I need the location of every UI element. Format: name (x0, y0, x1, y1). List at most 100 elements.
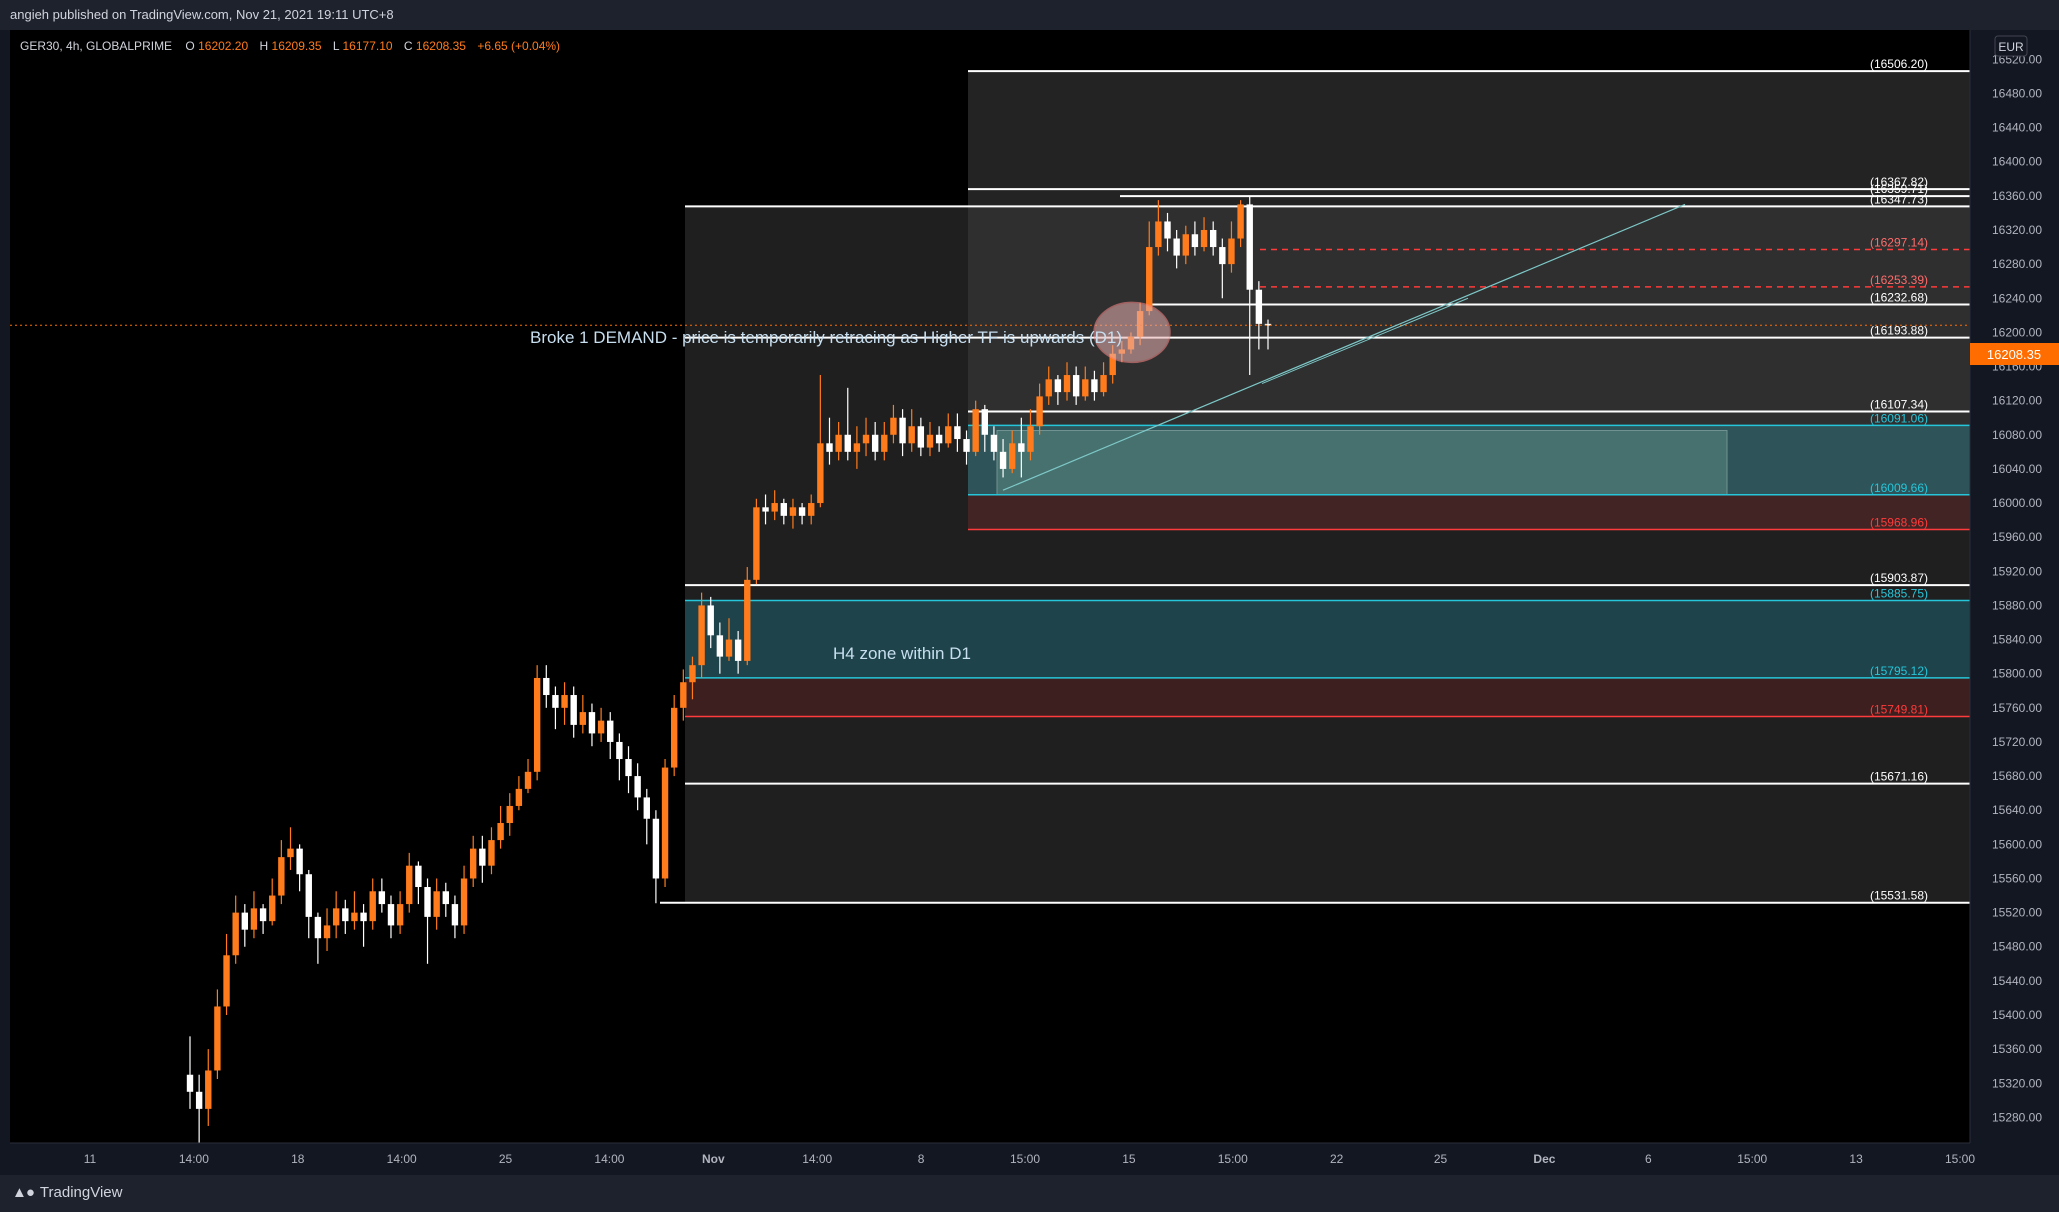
candle-body (826, 443, 833, 452)
candle-body (862, 434, 870, 444)
currency-label: EUR (1998, 40, 2024, 54)
candle-body (250, 908, 258, 930)
candle-body (753, 507, 760, 580)
y-tick-label: 15360.00 (1992, 1042, 2042, 1056)
annotation-broke-demand: Broke 1 DEMAND - price is temporarily re… (530, 328, 1122, 347)
break-marker-ellipse (1093, 301, 1171, 364)
levels: (16506.20) (16367.82)(16359.71)(16347.73)… (660, 57, 1970, 904)
candle-body (570, 695, 577, 725)
y-tick-label: 15880.00 (1992, 598, 2042, 612)
x-tick-label: 14:00 (387, 1152, 417, 1166)
candle-body (1164, 221, 1171, 239)
candle-body (725, 639, 733, 657)
candle-body (1109, 353, 1116, 376)
candle-body (707, 605, 714, 636)
y-tick-label: 16480.00 (1992, 86, 2042, 100)
price-chart[interactable]: (16506.20) (16367.82)(16359.71)(16347.73)… (0, 30, 2059, 1175)
candle-body (954, 426, 961, 440)
x-tick-label: 14:00 (594, 1152, 624, 1166)
candle-body (744, 579, 751, 661)
candle-body (853, 443, 861, 452)
y-tick-label: 16240.00 (1992, 291, 2042, 305)
level-label: (16367.82) (1870, 175, 1928, 189)
trend-line-upper (1261, 297, 1469, 385)
publisher-bar: angieh published on TradingView.com, Nov… (0, 0, 2059, 30)
candle-body (488, 840, 495, 866)
level-label: (15968.96) (1870, 516, 1928, 530)
candle-body (424, 887, 431, 917)
publisher-text: angieh published on TradingView.com, Nov… (10, 7, 394, 22)
y-tick-label: 16040.00 (1992, 462, 2042, 476)
y-tick-label: 16080.00 (1992, 428, 2042, 442)
x-tick-label: 14:00 (802, 1152, 832, 1166)
y-tick-label: 15600.00 (1992, 837, 2042, 851)
candle-body (634, 776, 641, 798)
level-label: (16193.88) (1870, 324, 1928, 338)
level-label: (16232.68) (1870, 290, 1928, 304)
candle-body (981, 409, 988, 435)
candle-body (287, 848, 294, 858)
candle-body (1219, 247, 1226, 265)
x-tick-label: 6 (1645, 1152, 1652, 1166)
y-tick-label: 15920.00 (1992, 564, 2042, 578)
candle-body (396, 904, 404, 926)
y-tick-label: 15440.00 (1992, 974, 2042, 988)
candle-body (524, 771, 532, 789)
candle-body (1173, 238, 1180, 256)
candle-body (278, 857, 285, 896)
level-label: (15885.75) (1870, 587, 1928, 601)
y-tick-label: 16440.00 (1992, 121, 2042, 135)
legend-c-value: 16208.35 (416, 39, 466, 53)
current-price-tag (1970, 343, 2059, 365)
y-tick-label: 16280.00 (1992, 257, 2042, 271)
candle-body (1246, 204, 1253, 290)
candle-body (1036, 396, 1043, 427)
candle-body (798, 507, 806, 516)
tradingview-brand[interactable]: ▲● TradingView (12, 1184, 122, 1201)
candle-body (479, 848, 486, 866)
candle-body (497, 823, 504, 841)
stop-zone-h4 (685, 677, 1970, 717)
candle-body (698, 605, 705, 666)
annotation-h4-zone: H4 zone within D1 (833, 644, 971, 663)
time-axis[interactable] (0, 1143, 2059, 1175)
currency-badge[interactable] (1994, 35, 2028, 57)
y-tick-label: 15680.00 (1992, 769, 2042, 783)
x-tick-label: 13 (1849, 1152, 1863, 1166)
candle-body (1018, 443, 1025, 452)
candle-body (232, 912, 239, 956)
candle-body (1209, 229, 1217, 248)
y-tick-label: 15800.00 (1992, 667, 2042, 681)
candle-body (314, 916, 322, 939)
x-tick-label: 15:00 (1737, 1152, 1767, 1166)
legend-o-value: 16202.20 (198, 39, 248, 53)
level-label: (16347.73) (1870, 192, 1928, 206)
svg-text:GER30, 4h, GLOBALPRIME: GER30, 4h, GLOBALPRIME O 16202.20 H 1620… (20, 39, 560, 53)
candle-body (1091, 379, 1098, 393)
y-tick-label: 15960.00 (1992, 530, 2042, 544)
candle-body (1200, 229, 1208, 248)
candle-body (1063, 375, 1071, 393)
y-tick-label: 16320.00 (1992, 223, 2042, 237)
level-label: (15795.12) (1870, 664, 1928, 678)
candle-body (926, 434, 934, 448)
brand-name: TradingView (39, 1184, 123, 1201)
y-tick-label: 16200.00 (1992, 325, 2042, 339)
candle-body (351, 912, 358, 922)
candle-body (378, 891, 386, 905)
y-tick-label: 16120.00 (1992, 394, 2042, 408)
level-label: (15903.87) (1870, 571, 1928, 585)
level-label: (15671.16) (1870, 770, 1928, 784)
candle-body (607, 720, 614, 742)
candle-body (963, 439, 970, 452)
level-label: (16009.66) (1870, 481, 1928, 495)
candle-body (1009, 443, 1016, 469)
candle-body (661, 767, 669, 879)
candle-body (817, 443, 824, 504)
level-label: (16091.06) (1870, 411, 1928, 425)
time-axis-labels: 11 14:00 18 14:00 25 14:00 Nov 14:00 8 15:00 15 15:… (84, 1152, 1976, 1166)
chart-area[interactable]: (16506.20) (16367.82) (16359.71) (16347.73)… (0, 30, 2059, 1175)
price-axis[interactable] (1970, 30, 2059, 1143)
candle-body (1027, 426, 1034, 452)
x-tick-label: 11 (84, 1152, 97, 1166)
